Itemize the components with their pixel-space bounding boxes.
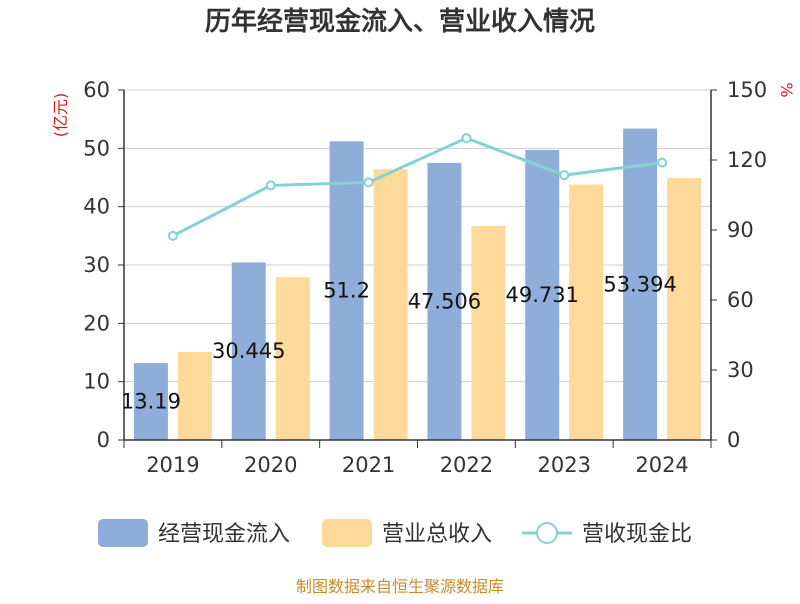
right-tick-label: 90 (727, 218, 754, 242)
legend-label-cash-inflow: 经营现金流入 (158, 522, 290, 547)
right-tick-label: 120 (727, 148, 767, 172)
cash-inflow-value-label: 53.394 (603, 272, 676, 296)
legend-swatch-cash-inflow (98, 519, 148, 547)
cash-inflow-value-label: 30.445 (212, 339, 285, 363)
legend: 经营现金流入 营业总收入 营收现金比 (98, 519, 692, 547)
grid-lines (124, 89, 711, 383)
legend-label-revenue: 营业总收入 (382, 522, 492, 547)
ratio-point (167, 230, 178, 241)
legend-label-ratio: 营收现金比 (582, 522, 692, 547)
x-tick-label: 2020 (244, 453, 297, 477)
legend-swatch-ratio-marker (536, 522, 558, 544)
left-axis-unit: (亿元) (51, 93, 70, 138)
right-tick-label: 0 (727, 428, 740, 452)
cash-inflow-bar (427, 162, 462, 441)
x-tick-label: 2022 (440, 453, 493, 477)
revenue-bar (667, 178, 702, 441)
bars (133, 128, 702, 441)
source-note: 制图数据来自恒生聚源数据库 (296, 577, 504, 596)
left-tick-label: 50 (83, 136, 110, 160)
data-labels: 13.19 30.445 51.2 47.506 49.731 53.394 (121, 272, 677, 413)
ratio-point (461, 133, 472, 144)
legend-swatch-revenue (322, 519, 372, 547)
left-tick-label: 40 (83, 195, 110, 219)
chart-title: 历年经营现金流入、营业收入情况 (205, 6, 595, 37)
revenue-bar (177, 351, 212, 440)
ratio-line-series (167, 133, 668, 241)
revenue-bar (569, 184, 604, 440)
cash-inflow-value-label: 47.506 (408, 289, 481, 313)
ratio-point (559, 170, 570, 181)
ratio-point (265, 180, 276, 191)
revenue-bar (471, 225, 506, 440)
x-tick-label: 2023 (538, 453, 591, 477)
right-tick-label: 150 (727, 78, 767, 102)
cash-inflow-bar (329, 141, 364, 441)
ratio-point (363, 177, 374, 188)
cash-inflow-bar (525, 149, 560, 440)
left-tick-label: 0 (97, 428, 110, 452)
cash-inflow-bar (231, 262, 266, 440)
ratio-point (657, 157, 668, 168)
cash-inflow-bar (133, 363, 168, 440)
ratio-line (172, 136, 663, 238)
left-tick-label: 30 (83, 253, 110, 277)
cash-inflow-value-label: 13.19 (121, 390, 181, 414)
x-tick-label: 2019 (146, 453, 199, 477)
right-tick-label: 30 (727, 358, 754, 382)
left-tick-label: 60 (83, 78, 110, 102)
x-tick-label: 2024 (635, 453, 688, 477)
revenue-bar (373, 169, 408, 441)
revenue-bar (275, 277, 310, 440)
left-tick-label: 10 (83, 370, 110, 394)
cash-inflow-bar (623, 128, 658, 440)
cash-inflow-value-label: 51.2 (323, 279, 370, 303)
axes: 0 10 20 30 40 50 60 0 30 60 90 120 150 2019 2020 2021 20… (83, 78, 767, 477)
right-axis-unit: % (777, 82, 796, 97)
left-tick-label: 20 (83, 311, 110, 335)
x-tick-label: 2021 (342, 453, 395, 477)
cash-inflow-value-label: 49.731 (506, 283, 579, 307)
right-tick-label: 60 (727, 288, 754, 312)
